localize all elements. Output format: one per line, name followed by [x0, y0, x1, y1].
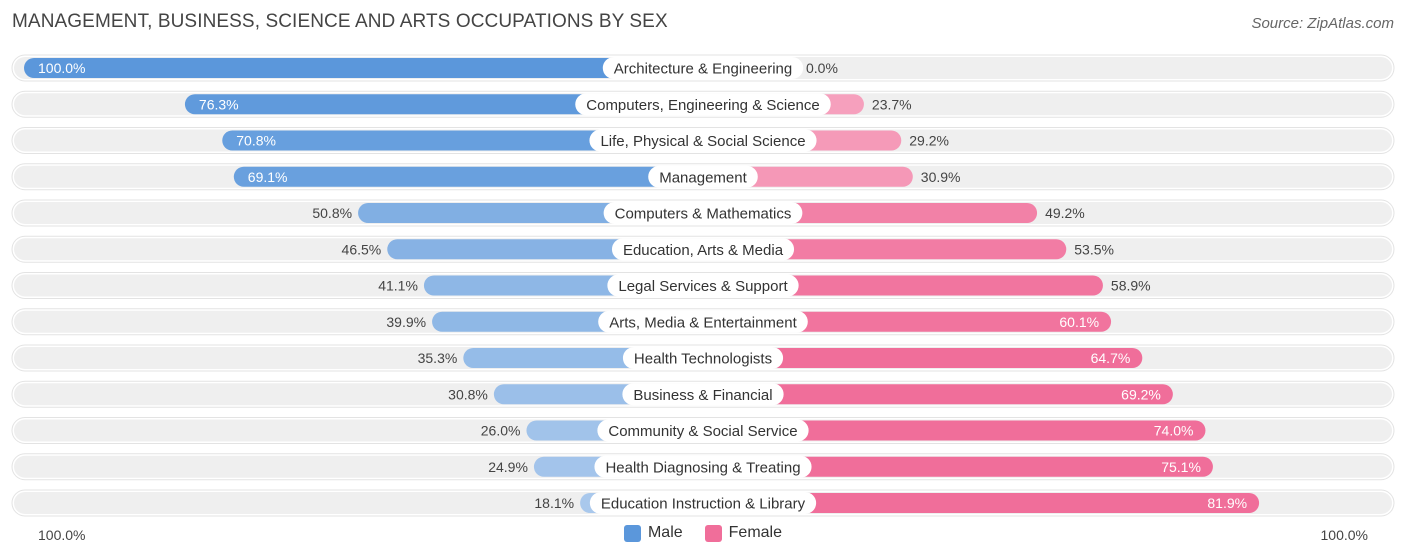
bar-female [703, 420, 1206, 441]
category-pill [607, 274, 799, 297]
value-label-male: 76.3% [199, 96, 239, 112]
bar-female [703, 348, 1143, 368]
bar-male [184, 94, 704, 115]
category-pill [603, 202, 803, 224]
legend-item-female: Female [704, 524, 783, 542]
chart-title: MANAGEMENT, BUSINESS, SCIENCE AND ARTS O… [12, 11, 668, 32]
legend-label-female: Female [728, 524, 783, 541]
value-label-male: 70.8% [236, 133, 276, 149]
bar-male [222, 130, 703, 151]
axis-right-label: 100.0% [1320, 527, 1368, 543]
category-label: Health Technologists [634, 351, 772, 368]
value-label-male: 69.1% [248, 169, 288, 185]
value-label-male: 46.5% [342, 241, 382, 257]
category-label: Legal Services & Support [618, 278, 788, 295]
value-label-male: 100.0% [38, 60, 85, 76]
value-label-female: 69.2% [1121, 386, 1161, 402]
value-label-female: 30.9% [921, 169, 961, 185]
category-pill [648, 165, 758, 188]
value-label-male: 30.8% [448, 386, 488, 402]
value-label-female: 29.2% [909, 133, 949, 149]
value-label-female: 64.7% [1091, 350, 1131, 366]
bar-female [703, 239, 1067, 260]
category-pill [598, 310, 808, 333]
value-label-male: 35.3% [418, 350, 458, 366]
legend-swatch-male [623, 524, 641, 542]
category-label: Computers & Mathematics [615, 206, 792, 223]
value-label-male: 41.1% [378, 278, 418, 294]
bar-female [703, 384, 1173, 405]
category-label: Life, Physical & Social Science [600, 133, 805, 150]
category-pill [589, 129, 817, 152]
category-label: Computers, Engineering & Science [586, 97, 819, 114]
value-label-female: 60.1% [1059, 314, 1099, 330]
category-pill [622, 347, 784, 369]
bar-female [703, 456, 1213, 477]
value-label-female: 53.5% [1074, 241, 1114, 257]
category-pill [575, 93, 831, 116]
value-label-male: 39.9% [386, 314, 426, 330]
value-label-male: 50.8% [312, 205, 352, 221]
category-label: Business & Financial [633, 387, 772, 404]
value-label-female: 58.9% [1111, 278, 1151, 294]
legend-label-male: Male [647, 524, 683, 541]
bar-male [233, 166, 703, 187]
legend-item-male: Male [623, 524, 683, 542]
value-label-female: 0.0% [806, 60, 838, 76]
category-label: Management [659, 169, 747, 186]
value-label-female: 75.1% [1161, 459, 1201, 475]
category-pill [597, 419, 809, 442]
legend: Male Female [0, 524, 1406, 542]
chart-source: Source: ZipAtlas.com [1251, 15, 1394, 32]
value-label-male: 26.0% [481, 423, 521, 439]
category-label: Education Instruction & Library [601, 496, 806, 513]
axis-left-label: 100.0% [38, 527, 86, 543]
category-label: Architecture & Engineering [614, 61, 792, 78]
value-label-female: 74.0% [1154, 423, 1194, 439]
category-label: Arts, Media & Entertainment [609, 314, 797, 331]
bar-chart: 100.0% 0.0% Architecture & Engineering 76.3… [11, 54, 1395, 517]
category-label: Health Diagnosing & Treating [605, 459, 800, 476]
category-pill [622, 383, 784, 406]
bar-male [24, 58, 703, 78]
category-pill [594, 455, 812, 478]
bar-female [703, 493, 1260, 513]
value-label-female: 81.9% [1207, 495, 1247, 511]
category-pill [589, 492, 817, 514]
value-label-female: 23.7% [872, 96, 912, 112]
value-label-male: 18.1% [534, 495, 574, 511]
bar-female [703, 275, 1103, 296]
value-label-male: 24.9% [488, 459, 528, 475]
category-label: Education, Arts & Media [623, 242, 784, 259]
category-label: Community & Social Service [608, 423, 797, 440]
category-pill [602, 57, 804, 79]
legend-swatch-female [704, 524, 722, 542]
value-label-female: 49.2% [1045, 205, 1085, 221]
category-pill [611, 238, 795, 261]
